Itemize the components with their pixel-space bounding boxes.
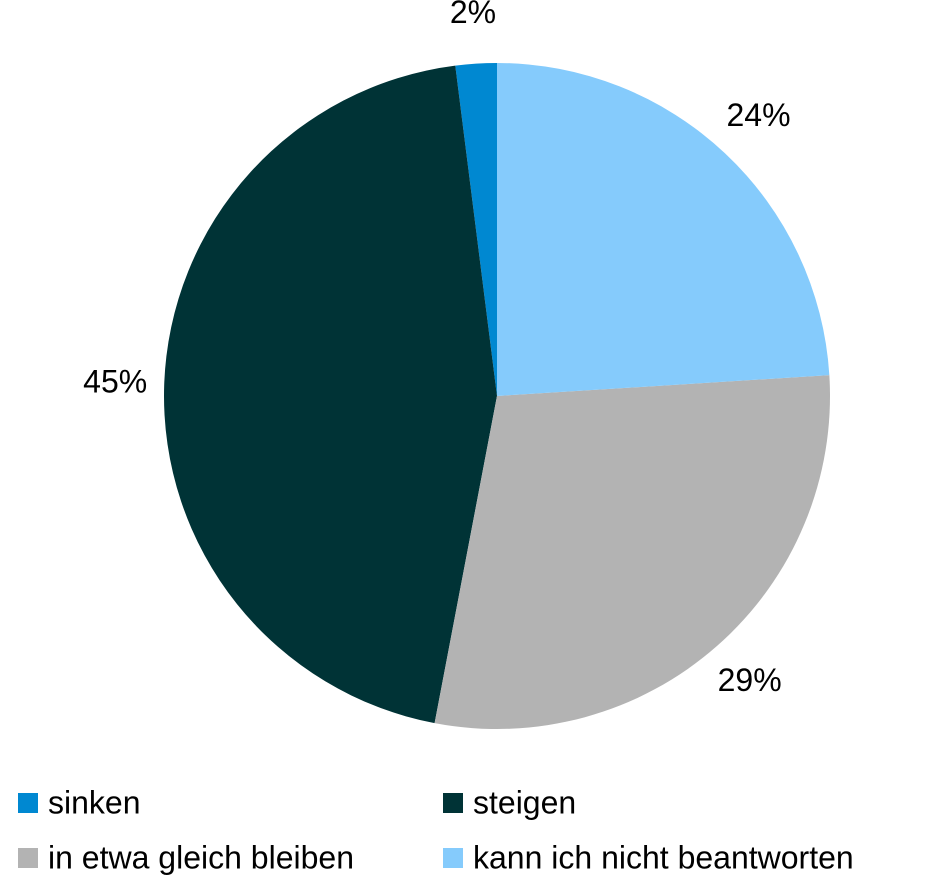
data-label: 45% xyxy=(83,363,147,399)
data-label: 2% xyxy=(450,0,496,30)
legend-swatch xyxy=(443,848,463,868)
pie-slice xyxy=(497,63,830,396)
data-label: 29% xyxy=(718,662,782,698)
data-label: 24% xyxy=(726,97,790,133)
pie-slice xyxy=(434,375,830,729)
pie-slice xyxy=(163,65,497,724)
legend-swatch xyxy=(18,848,38,868)
legend-label: in etwa gleich bleiben xyxy=(48,839,354,875)
legend-label: steigen xyxy=(473,784,576,820)
legend-swatch xyxy=(18,793,38,813)
legend-label: sinken xyxy=(48,784,141,820)
legend-swatch xyxy=(443,793,463,813)
pie-slice xyxy=(455,63,497,396)
legend-label: kann ich nicht beantworten xyxy=(473,839,854,875)
